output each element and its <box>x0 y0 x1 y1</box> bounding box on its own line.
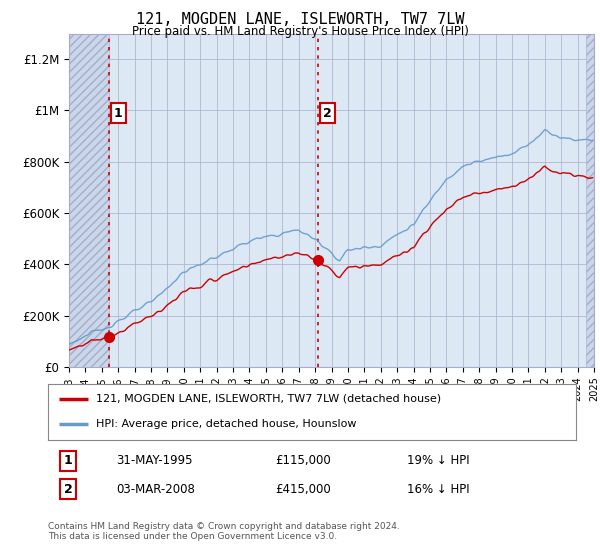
Text: Price paid vs. HM Land Registry's House Price Index (HPI): Price paid vs. HM Land Registry's House … <box>131 25 469 38</box>
Text: HPI: Average price, detached house, Hounslow: HPI: Average price, detached house, Houn… <box>95 419 356 430</box>
Text: £115,000: £115,000 <box>275 454 331 467</box>
Text: Contains HM Land Registry data © Crown copyright and database right 2024.
This d: Contains HM Land Registry data © Crown c… <box>48 522 400 542</box>
Text: 121, MOGDEN LANE, ISLEWORTH, TW7 7LW: 121, MOGDEN LANE, ISLEWORTH, TW7 7LW <box>136 12 464 27</box>
Text: 2: 2 <box>323 106 332 119</box>
Bar <box>586 34 600 367</box>
Text: 121, MOGDEN LANE, ISLEWORTH, TW7 7LW (detached house): 121, MOGDEN LANE, ISLEWORTH, TW7 7LW (de… <box>95 394 440 404</box>
Text: 31-MAY-1995: 31-MAY-1995 <box>116 454 193 467</box>
Text: 16% ↓ HPI: 16% ↓ HPI <box>407 483 470 496</box>
Bar <box>69 34 109 367</box>
Text: 19% ↓ HPI: 19% ↓ HPI <box>407 454 470 467</box>
Text: 03-MAR-2008: 03-MAR-2008 <box>116 483 196 496</box>
Text: 1: 1 <box>64 454 73 467</box>
Text: 1: 1 <box>113 106 122 119</box>
Text: £415,000: £415,000 <box>275 483 331 496</box>
Text: 2: 2 <box>64 483 73 496</box>
